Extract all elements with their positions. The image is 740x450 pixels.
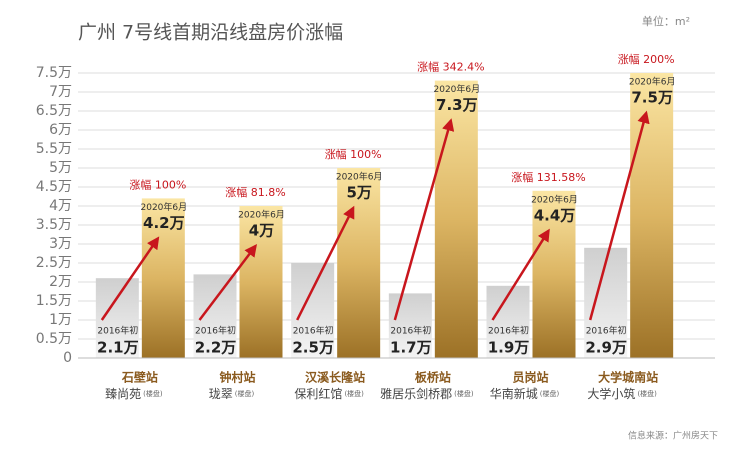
property-suffix: (楼盘) <box>143 389 163 398</box>
series-label: 2016年初 <box>293 325 334 337</box>
property-suffix: (楼盘) <box>637 389 657 398</box>
x-tick-label: 大学城南站 <box>598 370 658 385</box>
value-label: 2.9万 <box>585 339 627 357</box>
bar <box>486 285 530 358</box>
growth-annotation: 涨幅 100% <box>129 178 186 191</box>
y-tick-label: 5万 <box>49 160 72 176</box>
unit-note: 单位：m² <box>642 14 690 28</box>
bar <box>388 293 432 358</box>
series-label: 2020年6月 <box>629 76 676 88</box>
property-suffix: (楼盘) <box>344 389 364 398</box>
value-label: 4万 <box>249 222 274 240</box>
series-label: 2016年初 <box>97 325 138 337</box>
growth-annotation: 涨幅 81.8% <box>225 186 285 199</box>
value-label: 1.9万 <box>488 339 530 357</box>
y-tick-label: 4.5万 <box>36 179 72 195</box>
property-name: 华南新城 <box>490 386 538 401</box>
growth-arrow <box>198 244 258 321</box>
x-sublabel: 雅居乐剑桥郡 (楼盘) <box>380 386 474 401</box>
property-suffix: (楼盘) <box>235 389 255 398</box>
x-sublabel: 保利红馆 (楼盘) <box>294 386 364 401</box>
y-tick-label: 3.5万 <box>36 217 72 233</box>
property-name: 雅居乐剑桥郡 <box>380 386 452 401</box>
growth-arrow <box>588 110 650 321</box>
y-tick-label: 7万 <box>49 84 72 100</box>
series-label: 2020年6月 <box>434 83 481 95</box>
value-label: 1.7万 <box>390 339 432 357</box>
growth-annotation: 涨幅 131.58% <box>511 171 585 184</box>
value-label: 7.3万 <box>436 96 478 114</box>
bar <box>434 80 478 358</box>
series-label: 2020年6月 <box>531 193 578 205</box>
series-label: 2020年6月 <box>336 171 383 183</box>
bar <box>193 274 237 358</box>
value-label: 5万 <box>346 184 371 202</box>
y-tick-label: 6.5万 <box>36 103 72 119</box>
y-tick-label: 1万 <box>49 312 72 328</box>
bar <box>337 168 381 358</box>
y-tick-label: 0 <box>63 350 72 366</box>
x-tick-label: 员岗站 <box>512 370 548 385</box>
x-tick-label: 钟村站 <box>219 370 255 385</box>
y-tick-label: 5.5万 <box>36 141 72 157</box>
property-suffix: (楼盘) <box>540 389 560 398</box>
bar <box>239 206 283 358</box>
series-label: 2016年初 <box>488 325 529 337</box>
x-tick-label: 石壁站 <box>121 370 158 385</box>
x-sublabel: 珑翠 (楼盘) <box>209 387 255 401</box>
series-label: 2020年6月 <box>238 209 285 221</box>
series-label: 2016年初 <box>586 325 627 337</box>
value-label: 4.2万 <box>143 214 185 232</box>
value-label: 2.5万 <box>292 339 334 357</box>
series-label: 2016年初 <box>390 325 431 337</box>
growth-annotation: 涨幅 200% <box>618 53 675 66</box>
y-tick-label: 0.5万 <box>36 331 72 347</box>
growth-annotation: 涨幅 100% <box>325 148 382 161</box>
growth-arrow <box>491 228 550 321</box>
y-tick-label: 3万 <box>49 236 72 252</box>
x-tick-label: 汉溪长隆站 <box>305 370 365 385</box>
property-name: 臻尚苑 <box>105 387 141 401</box>
growth-arrow <box>100 236 160 321</box>
x-sublabel: 臻尚苑 (楼盘) <box>105 387 163 401</box>
bar <box>630 73 674 358</box>
source-note: 信息来源：广州房天下 <box>628 430 718 442</box>
property-name: 珑翠 <box>209 387 233 401</box>
y-tick-label: 1.5万 <box>36 293 72 309</box>
property-name: 保利红馆 <box>294 386 342 401</box>
value-label: 7.5万 <box>631 89 673 107</box>
x-sublabel: 大学小筑 (楼盘) <box>587 386 657 401</box>
x-sublabel: 华南新城 (楼盘) <box>490 386 560 401</box>
series-label: 2016年初 <box>195 325 236 337</box>
property-suffix: (楼盘) <box>454 389 474 398</box>
growth-arrow <box>296 205 355 321</box>
value-label: 2.2万 <box>195 339 237 357</box>
value-label: 4.4万 <box>534 206 576 224</box>
bar <box>291 263 335 358</box>
value-label: 2.1万 <box>97 339 139 357</box>
y-tick-label: 4万 <box>49 198 72 214</box>
x-tick-label: 板桥站 <box>415 370 451 385</box>
y-tick-label: 2万 <box>49 274 72 290</box>
series-label: 2020年6月 <box>141 201 188 213</box>
property-name: 大学小筑 <box>587 386 635 401</box>
y-tick-label: 2.5万 <box>36 255 72 271</box>
growth-annotation: 涨幅 342.4% <box>417 61 484 74</box>
y-tick-label: 7.5万 <box>36 65 72 81</box>
growth-arrow <box>393 118 455 321</box>
bar <box>141 198 185 358</box>
bar <box>532 190 576 358</box>
y-tick-label: 6万 <box>49 122 72 138</box>
chart-title: 广州 7号线首期沿线盘房价涨幅 <box>78 22 343 44</box>
